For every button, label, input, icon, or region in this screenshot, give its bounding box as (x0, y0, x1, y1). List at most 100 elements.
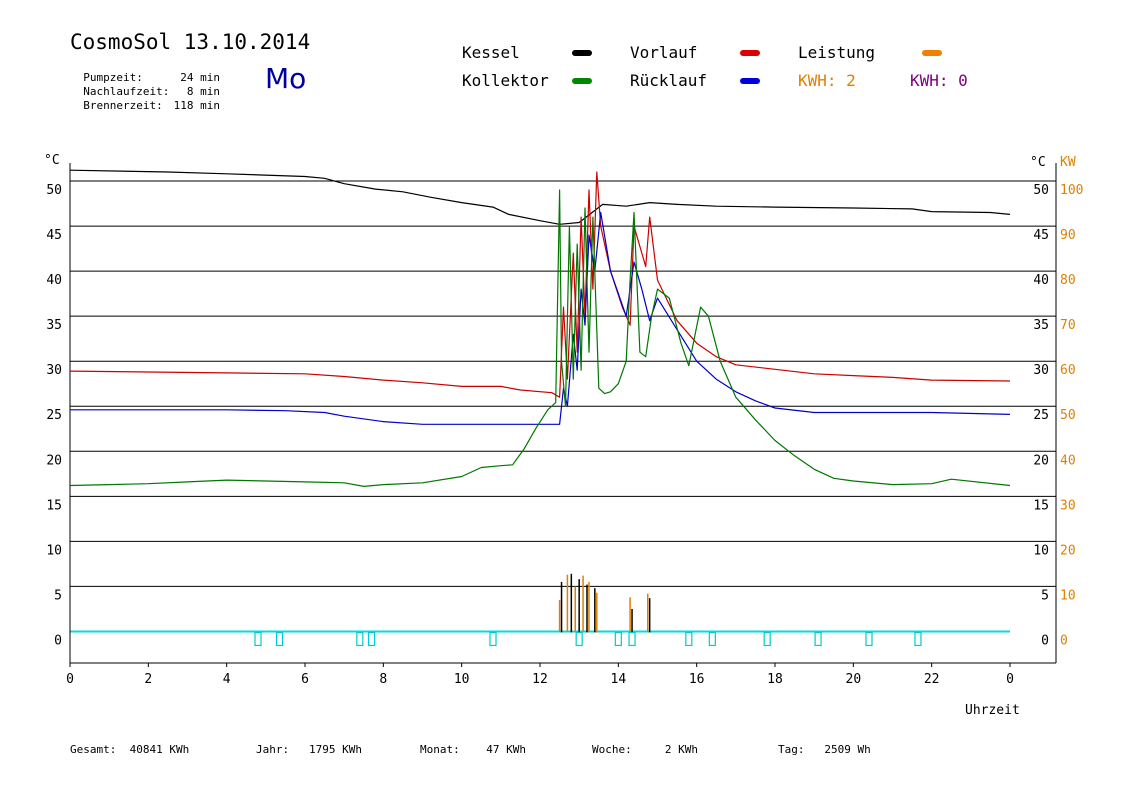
stat-brennerzeit: Brennerzeit: 118 min (70, 86, 220, 112)
footer-label: Monat: (420, 743, 460, 756)
y-tick-kw: 80 (1060, 273, 1076, 288)
y-tick-left: 35 (46, 318, 62, 333)
footer-gesamt: Gesamt: 40841 KWh (70, 743, 189, 756)
footer-tag: Tag: 2509 Wh (778, 743, 871, 756)
y-unit-left: °C (44, 153, 60, 168)
y-tick-kw: 90 (1060, 228, 1076, 243)
axes (69, 163, 1057, 664)
footer-monat: Monat: 47 KWh (420, 743, 526, 756)
legend-kollektor: Kollektor (462, 71, 549, 90)
pump-marker (685, 631, 693, 647)
y-tick-left: 10 (46, 543, 62, 558)
y-tick-kw: 0 (1060, 633, 1068, 648)
y-tick-right: 50 (1033, 183, 1049, 198)
footer-value: 2509 Wh (824, 743, 871, 756)
footer-value: 40841 KWh (129, 743, 190, 756)
y-tick-right: 45 (1033, 228, 1049, 243)
y-tick-left: 50 (46, 183, 62, 198)
x-tick: 16 (689, 672, 705, 687)
stat-value: 24 min (180, 71, 220, 84)
pump-marker (356, 631, 364, 647)
stat-label: Pumpzeit: (83, 71, 143, 84)
y-unit-right: °C (1030, 155, 1046, 170)
stat-label: Brennerzeit: (83, 99, 163, 112)
y-tick-kw: 20 (1060, 543, 1076, 558)
legend-vorlauf: Vorlauf (630, 43, 698, 62)
y-tick-right: 15 (1033, 498, 1049, 513)
pump-marker (489, 631, 497, 647)
grid (70, 180, 1056, 633)
pump-marker (865, 631, 873, 647)
y-tick-left: 40 (46, 273, 62, 288)
x-tick: 18 (767, 672, 783, 687)
stat-label: Nachlaufzeit: (83, 85, 170, 98)
kwh-leistung: KWH: 2 (798, 71, 856, 90)
y-tick-kw: 70 (1060, 318, 1076, 333)
pump-marker (914, 631, 922, 647)
y-tick-right: 10 (1033, 543, 1049, 558)
footer-label: Tag: (778, 743, 805, 756)
y-tick-right: 30 (1033, 363, 1049, 378)
x-tick: 0 (1006, 672, 1014, 687)
y-tick-kw: 30 (1060, 498, 1076, 513)
x-tick: 0 (66, 672, 74, 687)
y-tick-left: 0 (54, 633, 62, 648)
power-spikes (558, 573, 651, 633)
kwh-second: KWH: 0 (910, 71, 968, 90)
x-tick: 22 (924, 672, 940, 687)
y-tick-right: 35 (1033, 318, 1049, 333)
y-tick-left: 25 (46, 408, 62, 423)
series-rücklauf (70, 211, 1011, 425)
legend-leistung-swatch (922, 50, 942, 56)
y-tick-right: 5 (1041, 588, 1049, 603)
y-tick-kw: 60 (1060, 363, 1076, 378)
y-tick-left: 5 (54, 588, 62, 603)
y-tick-left: 15 (46, 498, 62, 513)
pump-marker (254, 631, 262, 647)
footer-woche: Woche: 2 KWh (592, 743, 698, 756)
stat-nachlaufzeit: Nachlaufzeit: 8 min (70, 72, 220, 98)
footer-value: 1795 KWh (309, 743, 362, 756)
pump-marker (275, 631, 284, 647)
x-tick: 6 (301, 672, 309, 687)
stat-pumpzeit: Pumpzeit: 24 min (70, 58, 220, 84)
weekday-label: Mo (265, 62, 307, 95)
stat-value: 8 min (186, 85, 220, 98)
legend-vorlauf-swatch (740, 50, 760, 56)
pump-marker (367, 631, 376, 647)
y-tick-kw: 100 (1060, 183, 1083, 198)
legend-ruecklauf-swatch (740, 78, 760, 84)
y-tick-left: 30 (46, 363, 62, 378)
x-tick: 14 (611, 672, 627, 687)
footer-jahr: Jahr: 1795 KWh (256, 743, 362, 756)
x-tick: 4 (223, 672, 231, 687)
pump-marker (575, 631, 583, 647)
footer-value: 2 KWh (664, 743, 698, 756)
x-tick: 10 (454, 672, 470, 687)
series-kollektor (69, 189, 1011, 487)
chart-title: CosmoSol 13.10.2014 (70, 30, 311, 54)
legend-leistung: Leistung (798, 43, 876, 62)
pump-marker (763, 631, 771, 647)
series-kessel (69, 169, 1011, 225)
y-tick-right: 40 (1033, 273, 1049, 288)
stat-value: 118 min (173, 99, 220, 112)
footer-label: Jahr: (256, 743, 290, 756)
y-tick-right: 0 (1041, 633, 1049, 648)
y-tick-kw: 50 (1060, 408, 1076, 423)
x-tick: 20 (846, 672, 862, 687)
series-lines (69, 169, 1011, 487)
y-tick-right: 20 (1033, 453, 1049, 468)
pump-marker (628, 631, 636, 647)
y-tick-kw: 40 (1060, 453, 1076, 468)
y-tick-kw: 10 (1060, 588, 1076, 603)
series-vorlauf (69, 171, 1011, 398)
tick-labels: 0510152025303540455005101520253035404550… (46, 183, 1083, 687)
y-tick-right: 25 (1033, 408, 1049, 423)
pump-markers (254, 631, 922, 647)
legend-kessel-swatch (572, 50, 592, 56)
x-tick: 8 (379, 672, 387, 687)
pump-marker (708, 631, 716, 647)
y-tick-left: 45 (46, 228, 62, 243)
